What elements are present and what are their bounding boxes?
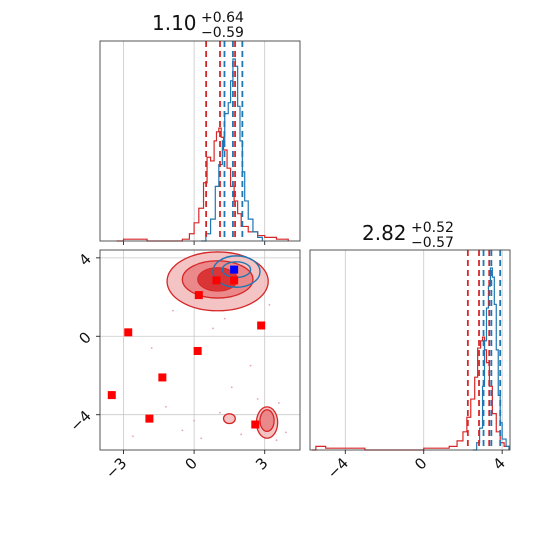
joint-content xyxy=(100,250,300,450)
contour-red-inner xyxy=(259,409,275,433)
title-param1-value: 1.10 xyxy=(152,11,197,35)
panel-joint-2d: −3 0 3 −4 0 4 xyxy=(66,249,301,482)
histogram-blue-param1 xyxy=(201,58,263,242)
scatter-dot xyxy=(223,317,226,320)
scatter-dot xyxy=(193,419,196,422)
tick-label-right-x: −4 xyxy=(324,454,352,482)
panel-param1-histogram xyxy=(99,40,301,245)
marker-red-square xyxy=(257,321,266,330)
marker-red-square xyxy=(193,346,202,355)
title-param1-minus: −0.59 xyxy=(201,25,244,41)
marker-red-square xyxy=(107,391,116,400)
marker-red-square xyxy=(212,276,221,285)
scatter-dot xyxy=(132,435,134,438)
scatter-dot xyxy=(230,386,233,389)
panel-frame-joint xyxy=(99,249,301,451)
title-param1-plus: +0.64 xyxy=(201,10,244,26)
contour-blue xyxy=(212,255,261,288)
scatter-dot xyxy=(164,405,167,408)
scatter-dot xyxy=(150,347,153,349)
scatter-dot xyxy=(200,437,203,440)
scatter-dot xyxy=(212,327,214,330)
tick-label-joint-y: 0 xyxy=(75,328,94,347)
tick-label-right-x: 0 xyxy=(411,454,430,473)
scatter-dot xyxy=(172,309,174,312)
title-param2-minus: −0.57 xyxy=(411,235,454,251)
scatter-dot xyxy=(240,433,243,436)
panel-frame-right xyxy=(309,249,511,451)
marker-red-square xyxy=(145,414,154,423)
scatter-dot xyxy=(268,304,271,306)
title-param2-value: 2.82 xyxy=(362,221,407,245)
scatter-dot xyxy=(275,439,278,442)
scatter-dot xyxy=(256,398,259,400)
tick-label-joint-x: 0 xyxy=(181,454,200,473)
scatter-dot xyxy=(284,431,287,434)
tick-label-joint-y: 4 xyxy=(75,250,94,269)
marker-red-square xyxy=(124,328,133,337)
tick-label-right-x: 4 xyxy=(490,454,509,473)
scatter-dot xyxy=(249,364,252,367)
marker-red-square xyxy=(251,420,260,429)
tick-label-joint-x: −3 xyxy=(102,454,130,482)
histogram-red-param1 xyxy=(116,127,289,242)
histogram-blue-param2 xyxy=(472,267,510,451)
scatter-dot xyxy=(219,411,221,414)
marker-red-square xyxy=(194,291,203,300)
panel-frame-top xyxy=(99,40,301,242)
marker-blue-square xyxy=(230,265,239,274)
contour-red-outer xyxy=(222,413,236,425)
marker-red-square xyxy=(158,373,167,382)
tick-label-joint-y: −4 xyxy=(66,407,94,435)
tick-label-joint-x: 3 xyxy=(252,454,271,473)
scatter-dot xyxy=(277,402,280,404)
marker-red-square xyxy=(230,276,239,285)
title-param2-plus: +0.52 xyxy=(411,220,454,236)
scatter-dot xyxy=(181,429,184,432)
panel-param2-histogram: −4 0 4 xyxy=(309,249,511,482)
